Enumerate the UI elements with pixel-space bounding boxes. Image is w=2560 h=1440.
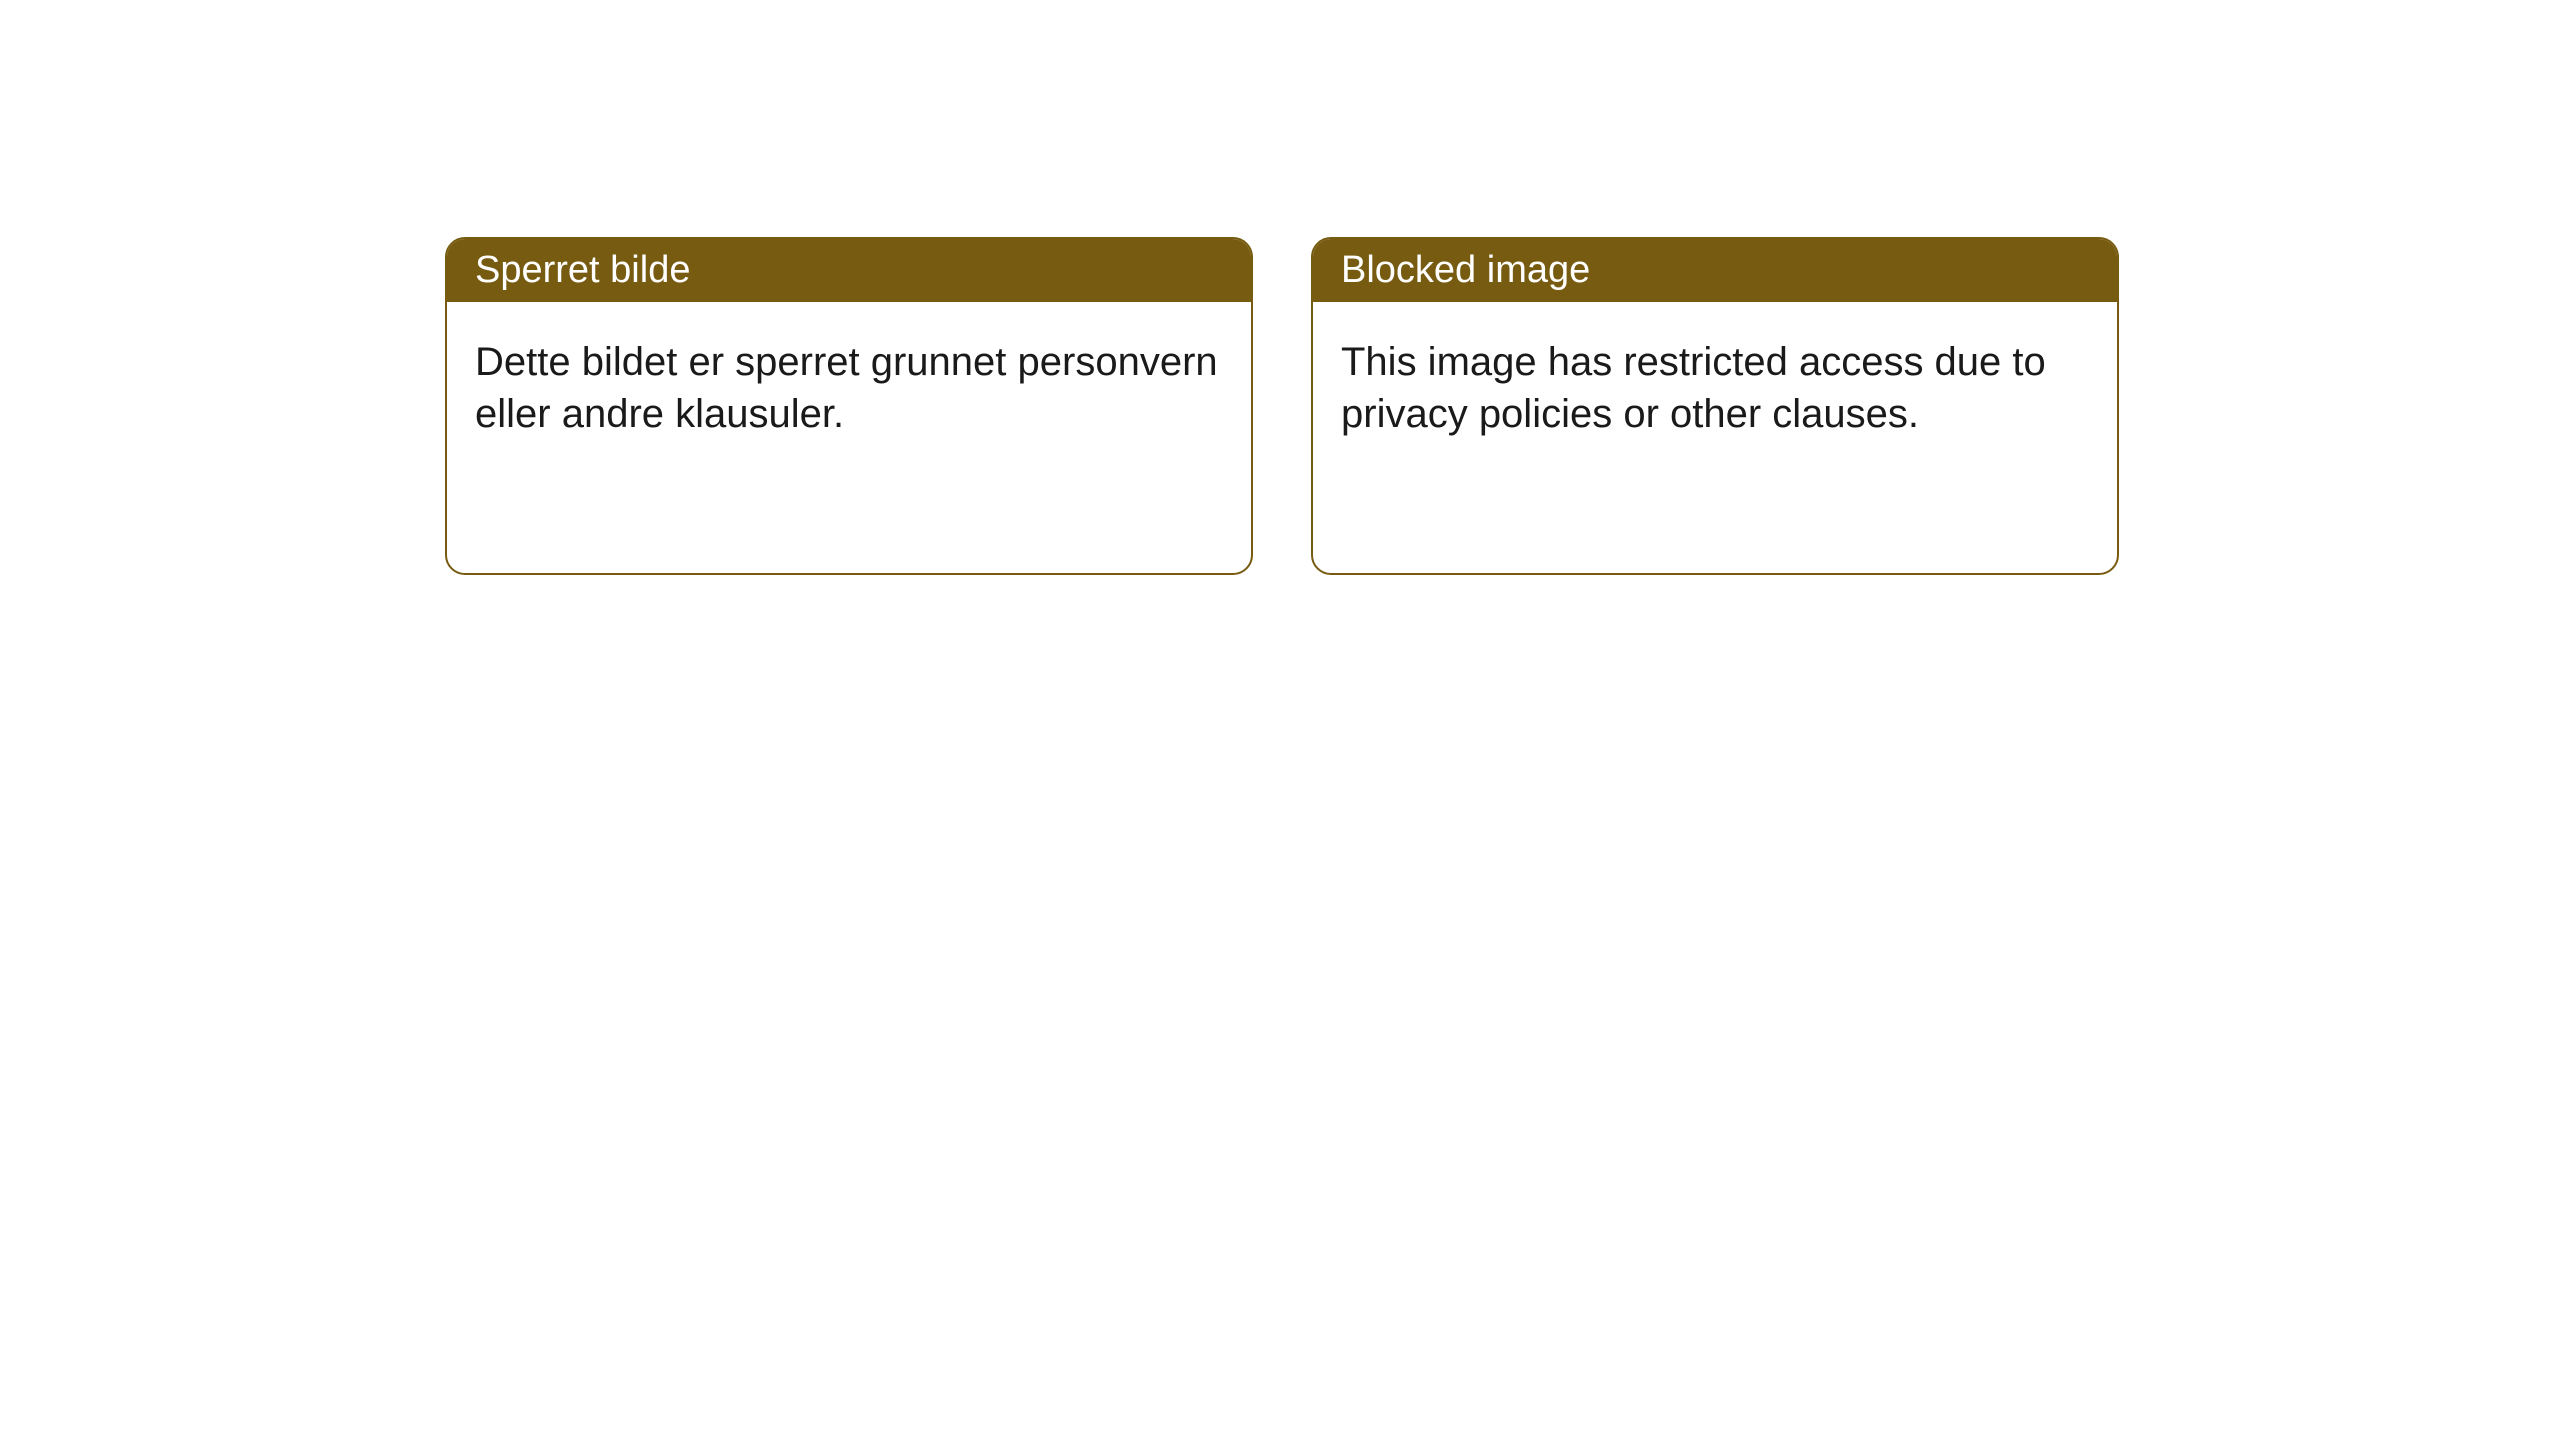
notice-header: Sperret bilde — [447, 239, 1251, 302]
notice-body: This image has restricted access due to … — [1313, 302, 2117, 474]
notice-title: Sperret bilde — [475, 249, 690, 291]
notice-header: Blocked image — [1313, 239, 2117, 302]
notice-card-norwegian: Sperret bilde Dette bildet er sperret gr… — [445, 237, 1253, 575]
notice-body: Dette bildet er sperret grunnet personve… — [447, 302, 1251, 474]
notice-body-text: This image has restricted access due to … — [1341, 340, 2046, 436]
notices-container: Sperret bilde Dette bildet er sperret gr… — [445, 237, 2119, 575]
notice-title: Blocked image — [1341, 249, 1590, 291]
notice-body-text: Dette bildet er sperret grunnet personve… — [475, 340, 1218, 436]
notice-card-english: Blocked image This image has restricted … — [1311, 237, 2119, 575]
